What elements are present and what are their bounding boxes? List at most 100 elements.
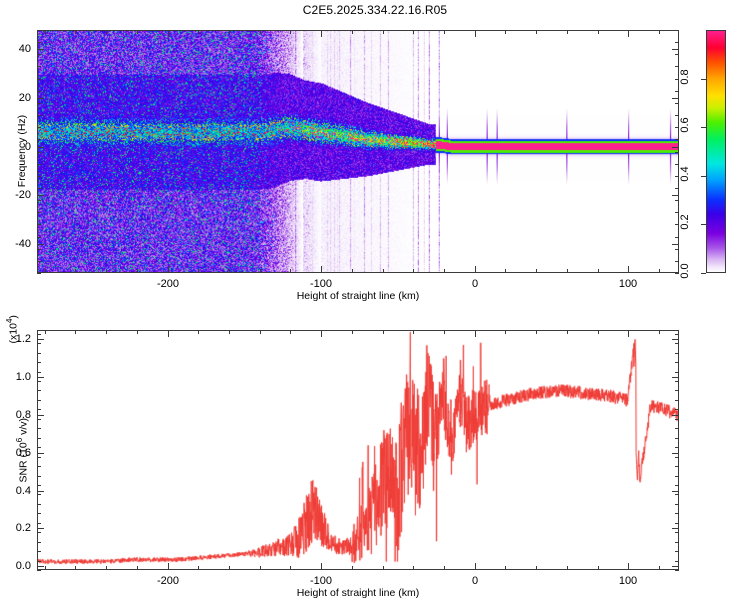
snr-x-axis-label: Height of straight line (km) (296, 587, 420, 599)
axis-tick (675, 532, 679, 533)
axis-tick (37, 66, 41, 67)
axis-tick (675, 212, 679, 213)
axis-tick (37, 139, 41, 140)
axis-tick (321, 30, 322, 37)
axis-tick (536, 566, 537, 570)
axis-tick (137, 269, 138, 273)
axis-tick (37, 127, 41, 128)
colorbar-tick-label: 0.2 (679, 214, 691, 230)
axis-tick (37, 561, 41, 562)
axis-tick (675, 542, 679, 543)
axis-tick (229, 566, 230, 570)
colorbar-tick (701, 176, 706, 177)
axis-tick (567, 269, 568, 273)
axis-tick (675, 476, 679, 477)
axis-tick (672, 566, 679, 567)
snr-plot-area (37, 330, 679, 570)
axis-tick (168, 266, 169, 273)
axis-tick (37, 334, 41, 335)
axis-tick-label: 0 (471, 278, 479, 290)
snr-y-axis-label-main: SNR (10 (17, 442, 30, 483)
axis-tick (383, 269, 384, 273)
axis-tick (675, 152, 679, 153)
axis-tick (675, 570, 679, 571)
axis-tick (37, 513, 41, 514)
axis-tick (37, 176, 41, 177)
axis-tick (37, 91, 41, 92)
axis-tick (505, 269, 506, 273)
axis-tick (672, 528, 679, 529)
snr-scale-main: (x10 (7, 323, 20, 344)
axis-tick (198, 566, 199, 570)
axis-tick (37, 390, 41, 391)
axis-tick (198, 330, 199, 334)
axis-tick (37, 504, 41, 505)
axis-tick (675, 551, 679, 552)
axis-tick (37, 419, 41, 420)
spectrogram-y-axis-label: Frequency (Hz) (16, 114, 28, 187)
axis-tick (37, 362, 41, 363)
axis-tick-label: 0 (24, 141, 31, 153)
axis-tick (628, 266, 629, 273)
axis-tick (675, 334, 679, 335)
axis-tick (675, 447, 679, 448)
axis-tick (672, 98, 679, 99)
axis-tick (413, 566, 414, 570)
axis-tick (536, 30, 537, 34)
axis-tick (37, 453, 44, 454)
axis-tick (37, 566, 44, 567)
axis-tick (659, 566, 660, 570)
axis-tick (137, 566, 138, 570)
axis-tick-label: -200 (156, 278, 180, 290)
axis-tick-label: 1.0 (15, 371, 31, 383)
axis-tick (37, 428, 41, 429)
axis-tick (675, 79, 679, 80)
axis-tick (37, 339, 44, 340)
axis-tick (37, 372, 41, 373)
axis-tick (675, 30, 679, 31)
snr-y-axis-label: SNR (106 v/v) (15, 380, 30, 520)
axis-tick (37, 273, 41, 274)
axis-tick (37, 224, 41, 225)
axis-tick (37, 377, 44, 378)
axis-tick (37, 115, 41, 116)
axis-tick (37, 353, 41, 354)
axis-tick (229, 30, 230, 34)
axis-tick (675, 115, 679, 116)
axis-tick (37, 494, 41, 495)
axis-tick (37, 188, 41, 189)
axis-tick (536, 330, 537, 334)
axis-tick (37, 212, 41, 213)
axis-tick (675, 513, 679, 514)
axis-tick (598, 269, 599, 273)
axis-tick (37, 438, 41, 439)
axis-tick (37, 532, 41, 533)
axis-tick (229, 330, 230, 334)
axis-tick (106, 566, 107, 570)
axis-tick (675, 139, 679, 140)
snr-y-axis-scale-note: (x104) (5, 307, 20, 351)
axis-tick (45, 330, 46, 334)
axis-tick (75, 269, 76, 273)
axis-tick (444, 30, 445, 34)
axis-tick (37, 542, 41, 543)
axis-tick (37, 528, 44, 529)
axis-tick (675, 176, 679, 177)
axis-tick (675, 362, 679, 363)
axis-tick (675, 237, 679, 238)
axis-tick (444, 566, 445, 570)
axis-tick-label: -100 (309, 278, 333, 290)
axis-tick (198, 269, 199, 273)
axis-tick-label: 40 (18, 43, 31, 55)
axis-tick (598, 30, 599, 34)
axis-tick (37, 244, 44, 245)
axis-tick (37, 476, 41, 477)
axis-tick (413, 30, 414, 34)
axis-tick-label: 100 (618, 278, 638, 290)
axis-tick (75, 330, 76, 334)
axis-tick (198, 30, 199, 34)
axis-tick-label: -100 (309, 575, 333, 587)
axis-tick (672, 49, 679, 50)
axis-tick (567, 330, 568, 334)
axis-tick (675, 273, 679, 274)
